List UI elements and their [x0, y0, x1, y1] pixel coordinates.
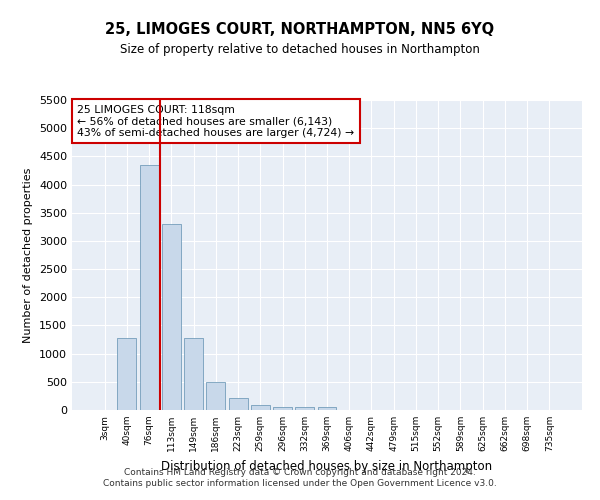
- Text: 25 LIMOGES COURT: 118sqm
← 56% of detached houses are smaller (6,143)
43% of sem: 25 LIMOGES COURT: 118sqm ← 56% of detach…: [77, 104, 354, 138]
- Text: 25, LIMOGES COURT, NORTHAMPTON, NN5 6YQ: 25, LIMOGES COURT, NORTHAMPTON, NN5 6YQ: [106, 22, 494, 38]
- Bar: [140, 165, 158, 410]
- Bar: [206, 382, 225, 410]
- Text: Contains HM Land Registry data © Crown copyright and database right 2024.
Contai: Contains HM Land Registry data © Crown c…: [103, 468, 497, 487]
- Bar: [273, 406, 292, 410]
- Bar: [184, 338, 203, 410]
- X-axis label: Distribution of detached houses by size in Northampton: Distribution of detached houses by size …: [161, 460, 493, 472]
- Bar: [251, 405, 270, 410]
- Bar: [295, 406, 314, 410]
- Bar: [317, 407, 337, 410]
- Bar: [118, 338, 136, 410]
- Bar: [229, 398, 248, 410]
- Text: Size of property relative to detached houses in Northampton: Size of property relative to detached ho…: [120, 42, 480, 56]
- Bar: [162, 224, 181, 410]
- Y-axis label: Number of detached properties: Number of detached properties: [23, 168, 34, 342]
